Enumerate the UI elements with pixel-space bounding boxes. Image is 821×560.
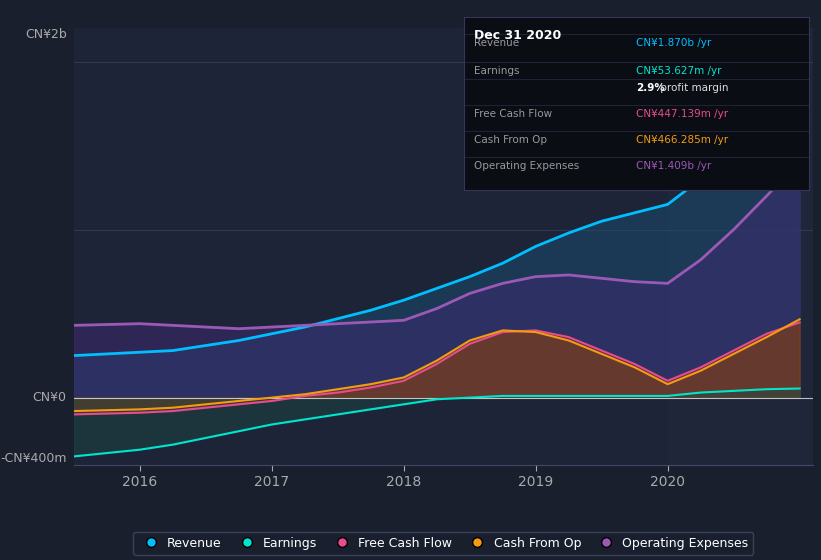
Text: Earnings: Earnings bbox=[475, 66, 520, 76]
Text: CN¥1.409b /yr: CN¥1.409b /yr bbox=[636, 161, 712, 171]
Text: CN¥1.870b /yr: CN¥1.870b /yr bbox=[636, 38, 712, 48]
Text: CN¥2b: CN¥2b bbox=[25, 28, 67, 41]
Text: 2.9%: 2.9% bbox=[636, 83, 665, 93]
Legend: Revenue, Earnings, Free Cash Flow, Cash From Op, Operating Expenses: Revenue, Earnings, Free Cash Flow, Cash … bbox=[133, 531, 754, 554]
Text: CN¥447.139m /yr: CN¥447.139m /yr bbox=[636, 109, 728, 119]
Text: Free Cash Flow: Free Cash Flow bbox=[475, 109, 553, 119]
Text: -CN¥400m: -CN¥400m bbox=[0, 452, 67, 465]
Text: CN¥0: CN¥0 bbox=[33, 391, 67, 404]
Text: Cash From Op: Cash From Op bbox=[475, 136, 548, 145]
Text: CN¥466.285m /yr: CN¥466.285m /yr bbox=[636, 136, 728, 145]
Text: Revenue: Revenue bbox=[475, 38, 520, 48]
Text: Operating Expenses: Operating Expenses bbox=[475, 161, 580, 171]
Text: Dec 31 2020: Dec 31 2020 bbox=[475, 29, 562, 42]
Text: CN¥53.627m /yr: CN¥53.627m /yr bbox=[636, 66, 722, 76]
Bar bbox=[667, 28, 813, 465]
Text: profit margin: profit margin bbox=[657, 83, 728, 93]
